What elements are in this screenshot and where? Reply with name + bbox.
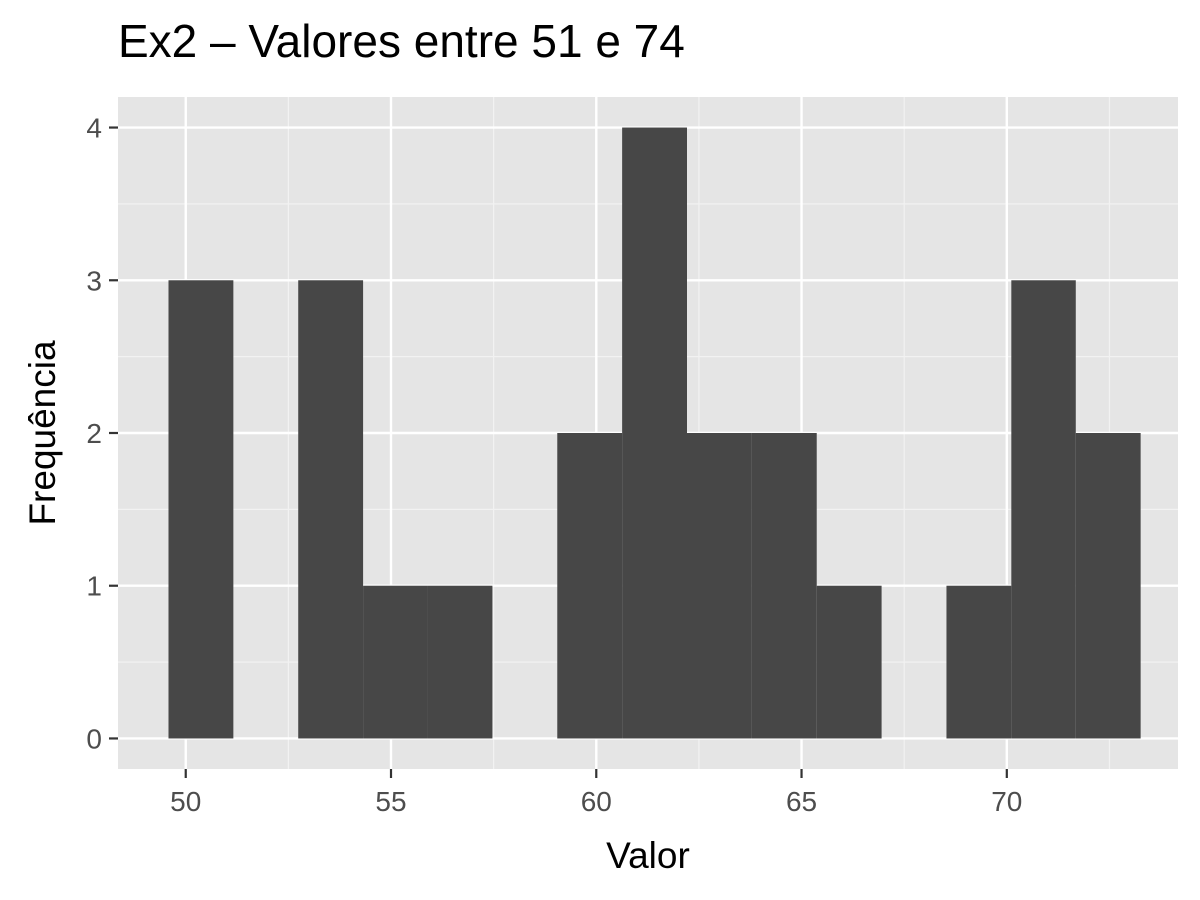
y-tick-label: 2 (86, 418, 102, 449)
x-tick-label: 60 (581, 786, 612, 817)
histogram-bar (427, 585, 493, 739)
y-tick-label: 3 (86, 265, 102, 296)
y-tick-label: 0 (86, 723, 102, 754)
y-axis-title: Frequência (22, 340, 63, 526)
histogram-bar (687, 433, 752, 739)
x-tick-label: 55 (375, 786, 406, 817)
histogram-bar (298, 280, 364, 739)
histogram-bars (168, 127, 1141, 739)
y-tick-label: 1 (86, 571, 102, 602)
histogram-bar (816, 585, 882, 739)
x-tick-label: 50 (170, 786, 201, 817)
histogram-bar (557, 433, 623, 739)
histogram-bar (622, 127, 688, 739)
histogram-bar (363, 585, 428, 739)
histogram-bar (751, 433, 817, 739)
x-axis-title: Valor (606, 835, 690, 876)
histogram-bar (168, 280, 234, 739)
histogram-bar (1075, 433, 1141, 739)
chart-title: Ex2 – Valores entre 51 e 74 (118, 15, 685, 67)
x-tick-label: 65 (786, 786, 817, 817)
x-tick-label: 70 (991, 786, 1022, 817)
histogram-bar (1011, 280, 1076, 739)
x-axis: 50 55 60 65 70 (170, 769, 1022, 817)
histogram-bar (946, 585, 1012, 739)
y-tick-label: 4 (86, 113, 102, 144)
y-axis: 0 1 2 3 4 (86, 113, 118, 754)
